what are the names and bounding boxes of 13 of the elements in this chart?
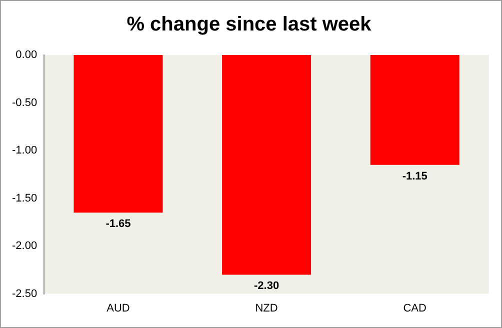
x-tick-label: CAD <box>403 302 427 314</box>
y-tick-label: -1.50 <box>12 192 38 204</box>
y-tick-label: 0.00 <box>16 49 38 62</box>
y-tick-label: -2.50 <box>12 288 38 300</box>
data-label: -2.30 <box>254 280 280 292</box>
data-label: -1.15 <box>402 170 428 182</box>
data-label: -1.65 <box>106 218 131 230</box>
chart-title: % change since last week <box>126 14 372 36</box>
y-tick-label: -2.00 <box>12 240 38 252</box>
x-tick-label: AUD <box>106 302 130 314</box>
y-tick-label: -1.00 <box>12 144 38 157</box>
x-tick-label: NZD <box>255 302 278 314</box>
y-tick-label: -0.50 <box>12 96 38 109</box>
